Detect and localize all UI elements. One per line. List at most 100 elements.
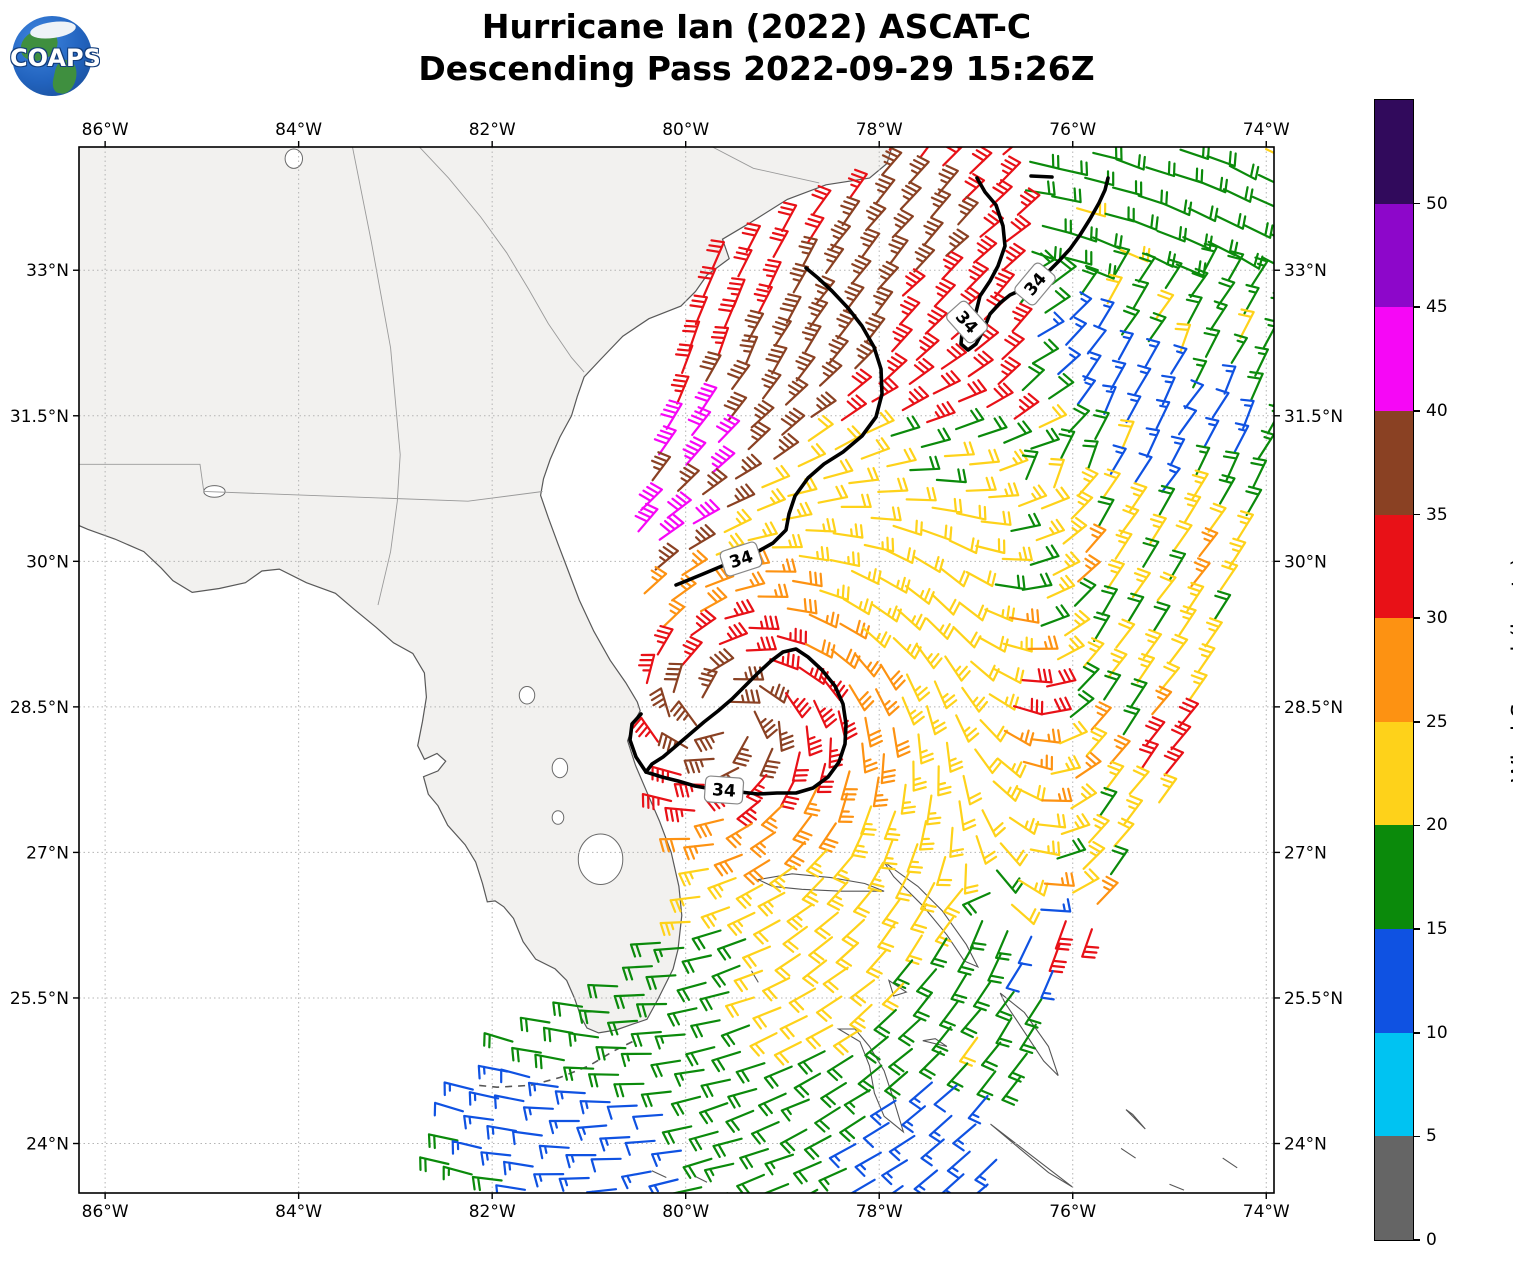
wind-barb — [1044, 287, 1071, 314]
lon-tick-label-top: 80°W — [662, 120, 709, 140]
wind-barbs-layer — [419, 147, 1305, 1193]
wind-barb — [576, 1124, 608, 1141]
wind-barb — [847, 368, 873, 397]
wind-barb — [750, 399, 775, 429]
wind-barb — [640, 1090, 672, 1108]
wind-barb — [1251, 195, 1274, 208]
wind-barb — [1082, 439, 1099, 471]
wind-barb — [673, 1068, 705, 1087]
colorbar-tick-label: 50 — [1426, 193, 1448, 214]
wind-barb — [877, 477, 909, 493]
wind-barb — [534, 1053, 565, 1070]
wind-barb — [1243, 283, 1260, 315]
wind-barb — [1048, 373, 1075, 400]
wind-barb — [854, 1151, 882, 1177]
wind-barb — [760, 803, 784, 833]
wind-barb — [1272, 402, 1274, 408]
wind-barb — [890, 415, 921, 437]
wind-barb — [1002, 147, 1014, 156]
wind-barb — [808, 297, 829, 328]
wind-barb — [1213, 590, 1232, 621]
wind-barb — [797, 1050, 826, 1075]
wind-barb — [958, 601, 989, 622]
wind-barb — [1161, 374, 1176, 406]
wind-barb — [1120, 504, 1140, 535]
wind-barb — [723, 508, 752, 534]
wind-barb — [1093, 611, 1111, 642]
wind-barb — [681, 636, 703, 666]
wind-barb — [949, 826, 965, 858]
wind-barb — [961, 686, 989, 713]
colorbar-segment-35-40 — [1375, 410, 1413, 515]
wind-barb — [1024, 180, 1056, 196]
wind-barb — [749, 1032, 778, 1057]
wind-barb — [918, 820, 935, 851]
lon-tick-label-top: 76°W — [1049, 120, 1096, 140]
wind-barb — [675, 343, 694, 374]
wind-barb — [649, 687, 671, 718]
wind-barb — [638, 653, 656, 685]
island-outline — [922, 1038, 948, 1048]
wind-barb — [1068, 403, 1091, 434]
wind-barb — [1257, 173, 1274, 184]
wind-barb — [769, 865, 795, 893]
colorbar-segment-10-15 — [1375, 928, 1413, 1033]
wind-barb — [881, 898, 901, 929]
wind-barb — [946, 1062, 969, 1092]
wind-barb — [928, 1114, 953, 1144]
wind-barb — [940, 343, 967, 370]
logo-text: COAPS — [10, 44, 101, 72]
wind-barb — [871, 603, 902, 623]
wind-barb — [1101, 585, 1118, 616]
wind-barb — [892, 727, 911, 758]
wind-barb — [1277, 209, 1305, 224]
wind-barb — [1097, 298, 1115, 329]
wind-barb — [960, 1008, 982, 1039]
wind-barb — [818, 822, 839, 853]
wind-barb — [716, 938, 747, 961]
wind-barb — [599, 1136, 631, 1152]
wind-barb — [830, 648, 861, 669]
wind-barb — [1001, 1076, 1022, 1106]
wind-barb — [568, 1032, 600, 1047]
wind-barb — [1057, 635, 1085, 661]
wind-barb — [632, 716, 659, 743]
wind-barb — [746, 773, 768, 804]
wind-barb — [813, 699, 838, 729]
state-border-line — [352, 147, 401, 606]
wind-barb — [1186, 581, 1205, 613]
wind-barb — [1102, 384, 1117, 415]
wind-barb — [871, 377, 899, 403]
wind-barb — [522, 1106, 554, 1121]
lon-tick-label-bottom: 86°W — [82, 1202, 129, 1222]
wind-barb — [798, 665, 829, 685]
wind-barb — [1012, 697, 1044, 716]
wind-barb — [823, 458, 854, 480]
wind-barb — [959, 1036, 979, 1067]
wind-barb — [860, 805, 877, 836]
wind-barb — [937, 765, 952, 797]
wind-barb — [694, 382, 718, 414]
wind-barb — [1247, 370, 1264, 402]
wind-barb — [934, 916, 955, 947]
wind-barb — [1019, 1023, 1037, 1054]
colorbar-tick — [1413, 306, 1420, 309]
wind-barb — [875, 688, 900, 717]
wind-barb — [980, 1041, 1002, 1072]
wind-barb — [822, 966, 849, 994]
wind-barb — [769, 652, 800, 671]
wind-barb — [967, 350, 994, 378]
island-outline — [1125, 1109, 1146, 1130]
wind-barb — [913, 556, 945, 573]
lat-tick-label-right: 31.5°N — [1284, 407, 1343, 427]
wind-barb — [974, 324, 1000, 352]
lon-tick-label-bottom: 78°W — [856, 1202, 903, 1222]
wind-barb — [916, 968, 938, 998]
wind-barb — [621, 965, 653, 981]
wind-barb — [785, 377, 809, 406]
lat-tick-label-right: 33°N — [1284, 261, 1327, 281]
wind-barb — [1188, 670, 1208, 701]
wind-barb — [901, 268, 926, 297]
wind-barb — [621, 1170, 652, 1190]
